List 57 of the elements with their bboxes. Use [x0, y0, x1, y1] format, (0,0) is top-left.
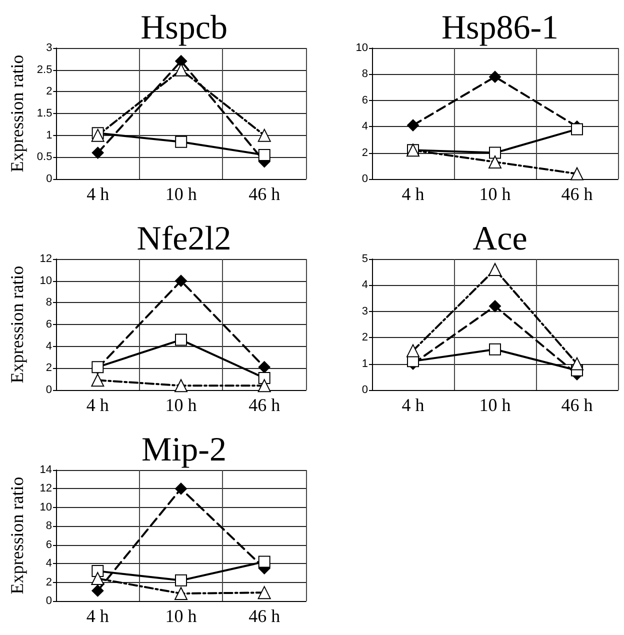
x-tick-label: 10 h — [479, 395, 511, 415]
y-tick-label: 4 — [46, 340, 52, 352]
chart-title: Hspcb — [140, 10, 228, 46]
y-tick-label: 6 — [46, 318, 52, 330]
x-tick-label: 4 h — [402, 184, 424, 204]
y-tick-label: 3 — [46, 42, 52, 54]
y-tick-label: 8 — [46, 520, 52, 532]
y-tick-label: 8 — [362, 68, 368, 80]
x-tick-label: 4 h — [402, 395, 424, 415]
y-tick-label: 14 — [40, 464, 52, 476]
x-tick-label: 10 h — [479, 184, 511, 204]
chart-title: Ace — [472, 220, 528, 258]
y-axis-title: Expression ratio — [7, 54, 27, 172]
y-tick-label: 6 — [362, 94, 368, 106]
y-tick-label: 12 — [40, 253, 52, 265]
y-tick-label: 2.5 — [36, 64, 52, 76]
y-tick-label: 0 — [362, 173, 368, 185]
y-tick-label: 2 — [46, 576, 52, 588]
y-tick-label: 0 — [362, 384, 368, 396]
y-tick-label: 0 — [46, 384, 52, 396]
y-tick-label: 6 — [46, 538, 52, 551]
chart-title: Hsp86-1 — [441, 10, 559, 46]
y-tick-label: 12 — [40, 482, 52, 495]
y-tick-label: 4 — [362, 120, 368, 133]
y-tick-label: 2 — [46, 362, 52, 374]
x-tick-label: 4 h — [86, 395, 109, 415]
y-tick-label: 2 — [46, 86, 52, 98]
y-tick-label: 10 — [356, 42, 368, 54]
y-tick-label: 1 — [46, 129, 52, 142]
x-tick-label: 46 h — [248, 184, 280, 204]
y-tick-label: 4 — [362, 279, 368, 292]
y-tick-label: 1 — [362, 358, 368, 370]
x-tick-label: 4 h — [86, 184, 110, 204]
x-tick-label: 10 h — [165, 184, 197, 204]
y-tick-label: 0 — [46, 595, 52, 607]
x-tick-label: 46 h — [248, 606, 280, 626]
y-tick-label: 0 — [46, 173, 52, 185]
y-tick-label: 2 — [362, 146, 368, 159]
y-tick-label: 8 — [46, 296, 52, 309]
y-tick-label: 10 — [40, 501, 52, 514]
y-axis-title: Expression ratio — [7, 476, 27, 594]
y-axis-title: Expression ratio — [7, 266, 27, 384]
x-tick-label: 46 h — [561, 184, 593, 204]
y-tick-label: 0.5 — [36, 151, 52, 164]
x-tick-label: 10 h — [165, 606, 197, 626]
y-tick-label: 2 — [362, 332, 368, 344]
y-tick-label: 1.5 — [36, 108, 52, 120]
y-tick-label: 3 — [362, 305, 368, 318]
x-tick-label: 4 h — [86, 606, 109, 626]
x-tick-label: 46 h — [561, 395, 593, 415]
y-tick-label: 4 — [46, 558, 52, 570]
y-tick-label: 10 — [40, 274, 52, 287]
y-tick-label: 5 — [362, 253, 368, 265]
x-tick-label: 10 h — [165, 395, 197, 415]
chart-title: Nfe2l2 — [136, 220, 232, 258]
chart-title: Mip-2 — [142, 432, 226, 468]
x-tick-label: 46 h — [248, 395, 280, 415]
